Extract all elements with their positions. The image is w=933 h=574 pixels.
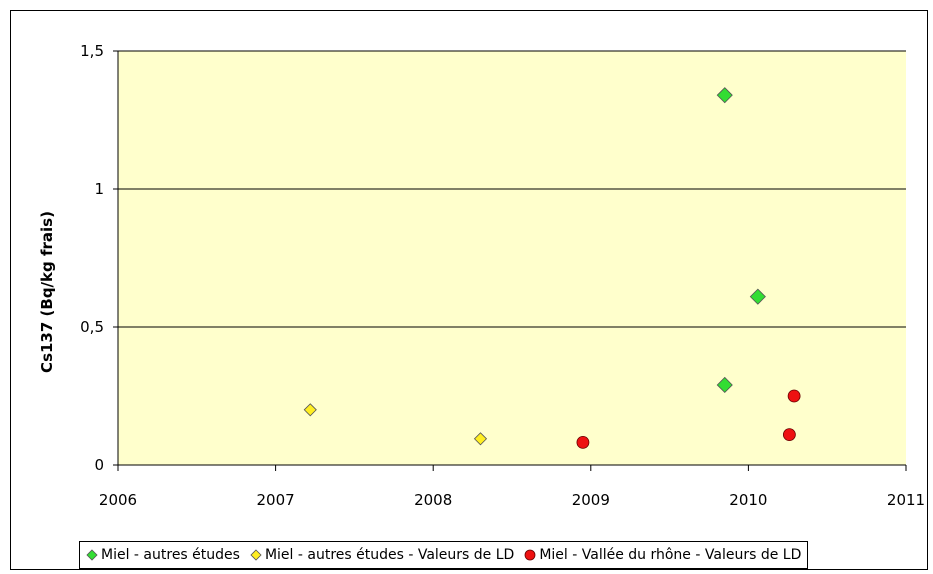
legend-marker bbox=[250, 549, 262, 561]
data-point bbox=[716, 87, 733, 104]
y-tick-label: 0 bbox=[94, 456, 104, 474]
legend-item: Miel - Vallée du rhône - Valeurs de LD bbox=[524, 547, 801, 563]
legend: Miel - autres études Miel - autres études… bbox=[79, 541, 809, 569]
legend-label: Miel - Vallée du rhône - Valeurs de LD bbox=[539, 547, 802, 563]
data-point bbox=[716, 376, 733, 394]
legend-label: Miel - autres études - Valeurs de LD bbox=[264, 547, 515, 563]
data-point bbox=[787, 389, 801, 403]
data-point bbox=[473, 432, 488, 446]
data-point bbox=[303, 403, 317, 417]
data-point bbox=[749, 288, 766, 305]
x-tick-label: 2011 bbox=[887, 491, 925, 509]
data-point bbox=[576, 435, 590, 449]
legend-marker bbox=[86, 549, 98, 561]
legend-marker bbox=[524, 549, 536, 561]
data-point bbox=[782, 428, 796, 442]
y-tick-label: 1 bbox=[94, 180, 104, 198]
legend-item: Miel - autres études bbox=[86, 547, 240, 563]
y-tick-label: 1,5 bbox=[80, 42, 104, 60]
x-tick-label: 2007 bbox=[257, 491, 295, 509]
legend-label: Miel - autres études bbox=[101, 547, 240, 563]
plot-area bbox=[118, 51, 906, 465]
x-tick-label: 2006 bbox=[99, 491, 137, 509]
x-tick-label: 2008 bbox=[414, 491, 452, 509]
y-tick-label: 0,5 bbox=[80, 318, 104, 336]
legend-item: Miel - autres études - Valeurs de LD bbox=[250, 547, 514, 563]
x-tick-label: 2009 bbox=[572, 491, 610, 509]
y-axis-label: Cs137 (Bq/kg frais) bbox=[38, 211, 56, 373]
x-tick-label: 2010 bbox=[729, 491, 767, 509]
